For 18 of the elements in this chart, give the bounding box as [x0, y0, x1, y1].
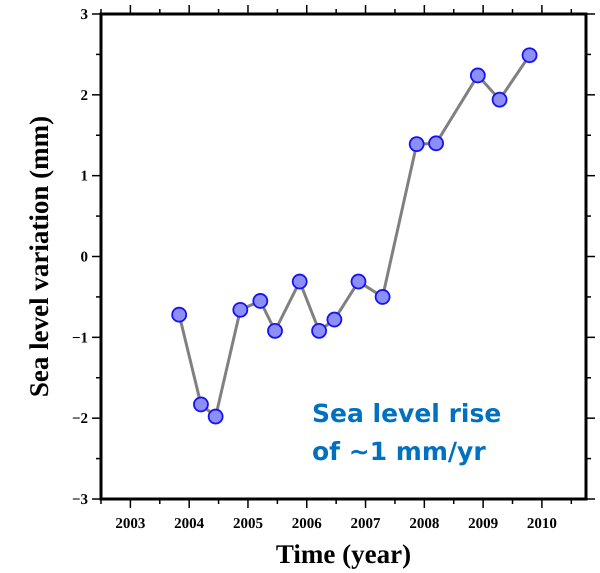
y-tick-label: 0 [80, 250, 88, 266]
x-tick-label: 2005 [232, 516, 263, 532]
y-tick-label: 2 [80, 88, 88, 104]
annotation: Sea level rise of ~1 mm/yr [312, 399, 502, 466]
y-tick-label: −1 [72, 330, 88, 346]
x-axis-title: Time (year) [276, 539, 412, 569]
y-tick-label: 3 [80, 7, 88, 23]
y-axis-title: Sea level variation (mm) [24, 116, 54, 398]
x-tick-label: 2009 [468, 516, 498, 532]
y-tick-label: −2 [72, 411, 88, 428]
x-tick-label: 2008 [409, 516, 440, 532]
y-tick-label: −3 [72, 492, 88, 508]
x-tick-label: 2006 [292, 516, 322, 532]
x-tick-label: 2007 [350, 516, 382, 532]
x-tick-label: 2004 [174, 516, 205, 532]
y-tick-label: 1 [80, 168, 88, 185]
x-tick-label: 2003 [115, 516, 146, 532]
x-tick-label: 2010 [526, 516, 557, 532]
